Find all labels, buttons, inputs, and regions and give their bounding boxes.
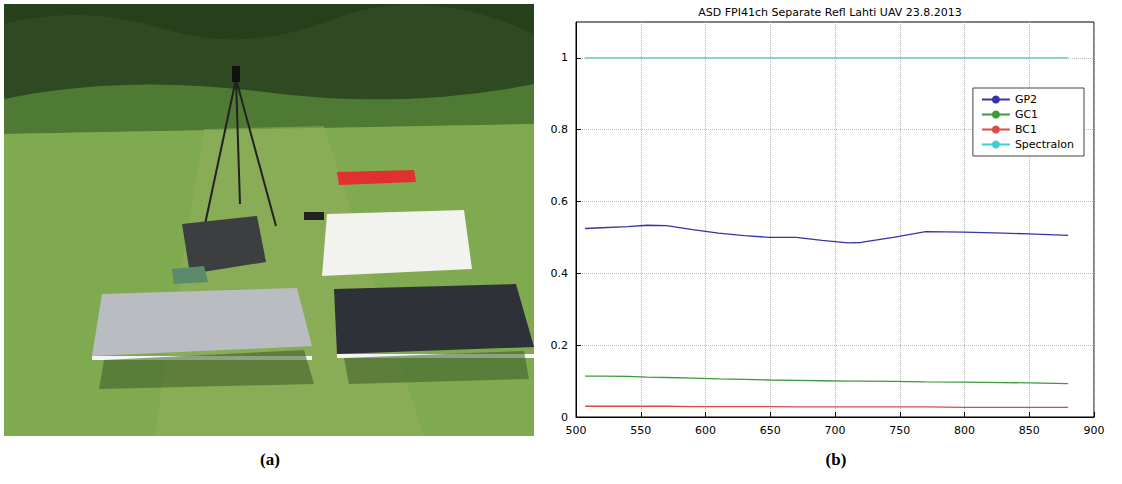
svg-text:GC1: GC1 [1015,108,1038,121]
svg-text:800: 800 [954,424,975,437]
svg-text:0: 0 [561,411,568,424]
svg-text:600: 600 [695,424,716,437]
svg-text:1: 1 [561,51,568,64]
svg-text:GP2: GP2 [1015,93,1037,106]
svg-text:750: 750 [889,424,910,437]
svg-text:0.2: 0.2 [551,339,569,352]
svg-text:0.4: 0.4 [551,267,569,280]
svg-text:BC1: BC1 [1015,123,1037,136]
svg-text:0.8: 0.8 [551,123,569,136]
svg-text:500: 500 [566,424,587,437]
svg-text:ASD FPI41ch Separate Refl Laht: ASD FPI41ch Separate Refl Lahti UAV 23.8… [698,6,961,19]
svg-text:700: 700 [825,424,846,437]
svg-text:Spectralon: Spectralon [1015,138,1074,151]
svg-text:900: 900 [1084,424,1105,437]
svg-text:650: 650 [760,424,781,437]
html-text:(b): (b) [825,450,847,469]
svg-text:550: 550 [630,424,651,437]
html-text:(a): (a) [260,450,280,469]
svg-text:0.6: 0.6 [551,195,569,208]
svg-text:850: 850 [1019,424,1040,437]
